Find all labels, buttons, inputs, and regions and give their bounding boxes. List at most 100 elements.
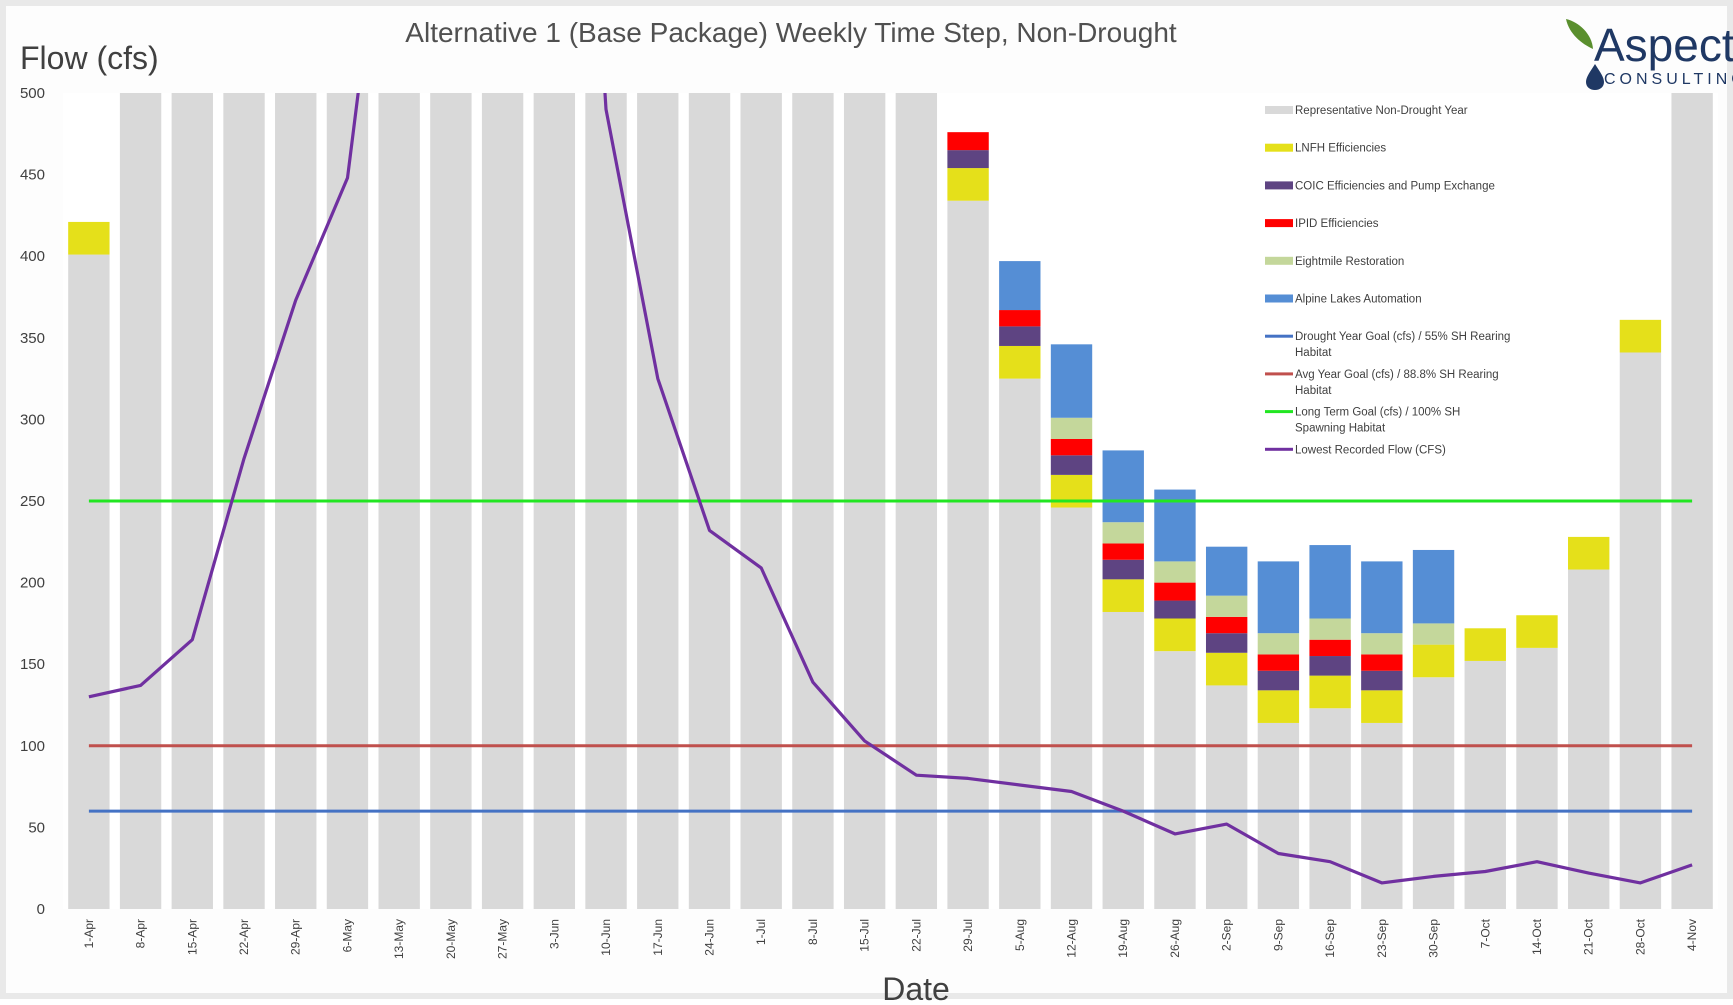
- bar-4-22: [1205, 595, 1248, 617]
- bar-1-22: [1205, 652, 1248, 686]
- legend: Representative Non-Drought Year LNFH Effi…: [1256, 97, 1521, 460]
- bar-1-28: [1516, 615, 1558, 648]
- bar-3-21: [1154, 582, 1196, 601]
- x-tick-label-17: 29-Jul: [961, 919, 975, 952]
- legend-label-3-0: IPID Efficiencies: [1295, 218, 1379, 230]
- x-tick-label-9: 3-Jun: [547, 919, 561, 949]
- legend-swatch-8: [1265, 410, 1293, 414]
- x-tick-label-13: 1-Jul: [754, 919, 768, 945]
- legend-box: [1256, 97, 1521, 460]
- x-tick-label-28: 14-Oct: [1530, 918, 1544, 955]
- logo-subtitle: CONSULTING: [1604, 71, 1733, 88]
- bar-5-19: [1050, 344, 1093, 418]
- bar-0-30: [1619, 352, 1662, 909]
- bar-1-24: [1309, 675, 1351, 709]
- y-tick-label-1: 50: [28, 819, 45, 836]
- bar-2-20: [1102, 559, 1144, 580]
- bar-4-19: [1050, 417, 1093, 439]
- bar-5-18: [999, 261, 1041, 311]
- bar-1-27: [1464, 628, 1506, 661]
- x-tick-label-15: 15-Jul: [858, 919, 872, 952]
- bar-1-18: [999, 345, 1041, 379]
- bar-3-25: [1361, 654, 1403, 671]
- x-axis-ticks: 1-Apr 8-Apr 15-Apr 22-Apr 29-Apr 6-May 13-May 2…: [82, 918, 1699, 959]
- legend-label-7-0: Avg Year Goal (cfs) / 88.8% SH Rearing: [1295, 369, 1499, 381]
- x-tick-label-1: 8-Apr: [134, 919, 148, 948]
- legend-swatch-4: [1265, 256, 1293, 265]
- bar-2-25: [1361, 670, 1403, 691]
- bar-0-26: [1412, 677, 1455, 909]
- legend-label-9-0: Lowest Recorded Flow (CFS): [1295, 444, 1446, 456]
- legend-swatch-9: [1265, 447, 1293, 451]
- bar-4-20: [1102, 522, 1144, 544]
- legend-label-2-0: COIC Efficiencies and Pump Exchange: [1295, 180, 1495, 192]
- bar-1-19: [1050, 474, 1093, 508]
- bar-5-24: [1309, 545, 1351, 619]
- y-axis-ticks: 0 50 100 150 200 250 300 350 400 450 500: [20, 85, 45, 918]
- bar-3-17: [947, 132, 989, 151]
- bar-5-22: [1205, 546, 1248, 596]
- x-tick-label-10: 10-Jun: [599, 919, 613, 956]
- x-tick-label-30: 28-Oct: [1633, 918, 1647, 955]
- x-tick-label-27: 7-Oct: [1478, 918, 1492, 948]
- bar-0-28: [1516, 647, 1558, 909]
- bar-0-23: [1257, 722, 1300, 909]
- bar-4-25: [1361, 633, 1403, 655]
- bar-2-22: [1205, 633, 1248, 653]
- legend-label-8-1: Spawning Habitat: [1295, 423, 1386, 435]
- legend-label-0-0: Representative Non-Drought Year: [1295, 105, 1468, 117]
- legend-label-6-0: Drought Year Goal (cfs) / 55% SH Rearing: [1295, 331, 1510, 343]
- bar-0-21: [1154, 651, 1196, 909]
- bar-2-23: [1257, 670, 1300, 691]
- legend-swatch-3: [1265, 219, 1293, 228]
- bar-1-29: [1568, 536, 1610, 570]
- x-tick-label-29: 21-Oct: [1582, 918, 1596, 955]
- x-tick-label-14: 8-Jul: [806, 919, 820, 945]
- bar-0-29: [1568, 569, 1610, 909]
- bar-5-20: [1102, 450, 1144, 523]
- legend-label-6-1: Habitat: [1295, 347, 1332, 359]
- x-tick-label-19: 12-Aug: [1065, 919, 1079, 958]
- y-tick-label-4: 200: [20, 575, 45, 592]
- x-tick-label-5: 6-May: [340, 919, 354, 952]
- x-tick-label-4: 29-Apr: [289, 919, 303, 955]
- x-tick-label-24: 16-Sep: [1323, 919, 1337, 958]
- legend-label-8-0: Long Term Goal (cfs) / 100% SH: [1295, 407, 1460, 419]
- bar-0-18: [999, 378, 1041, 909]
- x-tick-label-20: 19-Aug: [1116, 919, 1130, 958]
- x-tick-label-12: 24-Jun: [702, 919, 716, 956]
- y-tick-label-3: 150: [20, 656, 45, 673]
- x-tick-label-22: 2-Sep: [1220, 919, 1234, 951]
- legend-swatch-1: [1265, 143, 1293, 152]
- bar-2-21: [1154, 600, 1196, 619]
- bar-0-0: [68, 254, 110, 909]
- x-tick-label-25: 23-Sep: [1375, 919, 1389, 958]
- x-tick-label-7: 20-May: [444, 919, 458, 959]
- bar-5-26: [1412, 549, 1455, 624]
- bar-0-19: [1050, 507, 1093, 909]
- bar-2-19: [1050, 455, 1093, 475]
- x-tick-label-26: 30-Sep: [1427, 919, 1441, 958]
- legend-swatch-0: [1265, 106, 1293, 114]
- chart-canvas: 0 50 100 150 200 250 300 350 400 450 500 1-Apr 8-Ap…: [20, 17, 1733, 1005]
- legend-label-5-0: Alpine Lakes Automation: [1295, 294, 1422, 306]
- y-tick-label-7: 350: [20, 330, 45, 347]
- bar-3-24: [1309, 639, 1351, 657]
- bar-0-24: [1309, 708, 1351, 909]
- legend-swatch-2: [1265, 181, 1293, 190]
- legend-swatch-7: [1265, 372, 1293, 376]
- series-line-3: [88, 93, 1693, 885]
- y-tick-label-5: 250: [20, 493, 45, 510]
- bar-4-21: [1154, 561, 1196, 583]
- bar-1-0: [68, 221, 110, 255]
- bar-4-24: [1309, 618, 1351, 640]
- y-axis-label: Flow (cfs): [20, 40, 159, 76]
- y-tick-label-6: 300: [20, 411, 45, 428]
- bar-0-20: [1102, 611, 1144, 909]
- bar-2-24: [1309, 656, 1351, 676]
- bar-4-23: [1257, 633, 1300, 655]
- bar-5-23: [1257, 561, 1300, 634]
- bar-3-23: [1257, 654, 1300, 671]
- bar-0-17: [947, 200, 989, 909]
- bar-0-22: [1205, 685, 1248, 909]
